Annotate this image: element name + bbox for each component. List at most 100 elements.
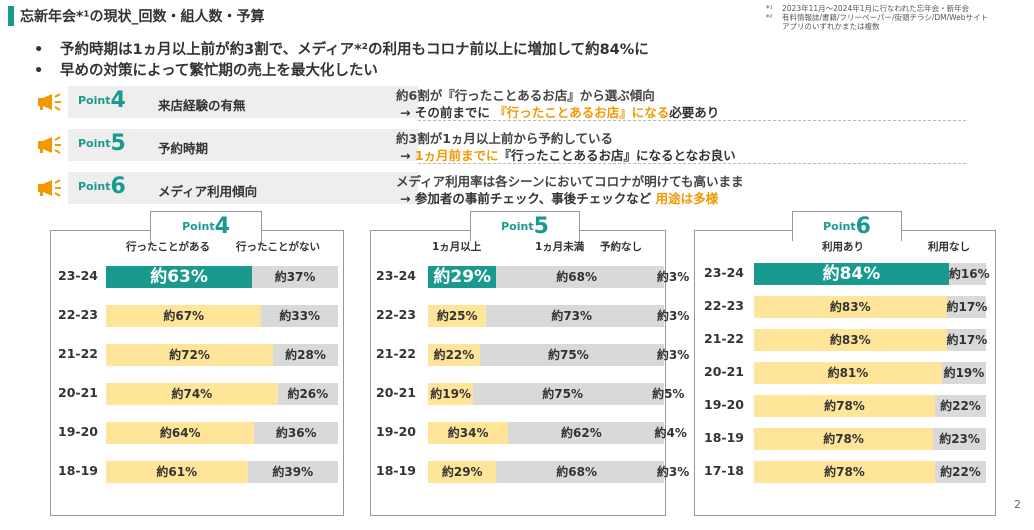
footnote-mark: *² [766,13,773,22]
footnotes: *¹ 2023年11月～2024年1月に行なわれた忘年会・新年会 *² 有料情報誌/… [766,4,988,31]
chart-title-tab: Point5 [470,211,580,241]
y-tick-label: 23-24 [704,265,744,280]
point-row-5: Point5 予約時期 約3割が1ヵ月以上前から予約している → 1ヵ月前までに『行っ… [36,127,966,164]
point-desc-line1: メディア利用率は各シーンにおいてコロナが明けても高いまま [396,174,744,189]
y-tick-label: 22-23 [376,307,416,322]
point-desc-highlight: 『行ったことあるお店』になる [494,105,670,120]
point-badge: Point6 [78,174,126,199]
bar-segment-0: 約81% [754,362,942,384]
title-accent-bar [8,6,14,26]
bar-segment-0: 約83% [754,329,947,351]
chart-title-tab: Point6 [792,211,902,241]
point-label: 予約時期 [158,141,209,156]
point-row-6: Point6 メディア利用傾向 メディア利用率は各シーンにおいてコロナが明けても高い… [36,170,966,206]
point-desc-highlight: 1ヵ月前までに [414,148,499,163]
y-tick-label: 18-19 [58,463,98,478]
point-desc-line1: 約6割が『行ったことあるお店』から選ぶ傾向 [396,88,655,103]
footnote-text: アプリのいずれかまたは複数 [782,22,880,31]
legend-label: 予約なし [600,241,642,253]
y-tick-label: 22-23 [704,298,744,313]
point-prefix: Point [78,137,111,150]
bullet-text: 早めの対策によって繁忙期の売上を最大化したい [60,63,378,79]
bullet-dot: • [34,42,44,58]
dashed-divider [418,120,966,121]
bar-segment-0: 約63% [106,266,253,288]
bullet-text: 予約時期は1ヵ月以上前が約3割で、メディア*²の利用もコロナ前以上に増加して約8… [60,42,649,58]
chart-title-number: 5 [533,214,549,239]
y-tick-label: 23-24 [376,268,416,283]
bar-segment-0: 約19% [428,383,474,405]
bar-segment-1: 約73% [486,305,657,327]
bar-segment-1: 約16% [948,263,990,285]
bar-segment-1: 約75% [479,344,657,366]
point-number: 4 [110,88,126,113]
footnote-text: 2023年11月～2024年1月に行なわれた忘年会・新年会 [782,4,970,13]
footnote-3: アプリのいずれかまたは複数 [766,22,988,31]
point-prefix: Point [78,180,111,193]
bullet-1: • 予約時期は1ヵ月以上前が約3割で、メディア*²の利用もコロナ前以上に増加して約… [34,38,649,59]
point-label-bg [68,129,418,161]
footnote-1: *¹ 2023年11月～2024年1月に行なわれた忘年会・新年会 [766,4,988,13]
point-badge: Point5 [78,131,126,156]
chart-title-tab: Point4 [150,211,262,241]
bar-segment-1: 約17% [946,296,987,318]
y-tick-label: 19-20 [704,397,744,412]
y-tick-label: 22-23 [58,307,98,322]
y-tick-label: 21-22 [376,346,416,361]
legend-label: 利用あり [822,241,864,253]
bar-segment-0: 約22% [428,344,480,366]
point-desc-line1: 約3割が1ヵ月以上前から予約している [396,131,614,146]
bar-segment-0: 約64% [106,422,255,444]
bar-segment-0: 約78% [754,428,934,450]
bar-segment-0: 約29% [428,461,497,483]
bullet-dot: • [34,63,44,79]
point-label-bg [68,86,418,118]
bar-segment-2: 約3% [656,344,689,366]
bar-segment-1: 約22% [934,461,986,483]
y-tick-label: 19-20 [376,424,416,439]
bar-segment-2: 約3% [656,305,689,327]
bullet-2: • 早めの対策によって繁忙期の売上を最大化したい [34,59,378,80]
point-desc-text: → [400,148,411,163]
bar-segment-1: 約22% [934,395,986,417]
y-tick-label: 20-21 [58,385,98,400]
chart-title-prefix: Point [182,220,215,233]
point-desc-text: 『行ったことあるお店』になるとなお良い [498,148,736,163]
point-label: メディア利用傾向 [158,184,258,199]
y-tick-label: 17-18 [704,463,744,478]
bar-segment-1: 約23% [933,428,986,450]
megaphone-icon [36,179,62,197]
point-number: 6 [110,174,126,199]
bar-segment-0: 約78% [754,461,935,483]
point-desc-line2: → 1ヵ月前までに『行ったことあるお店』になるとなお良い [400,145,736,164]
bar-segment-1: 約17% [946,329,987,351]
bar-segment-0: 約83% [754,296,947,318]
megaphone-icon [36,93,62,111]
bar-segment-2: 約5% [652,383,684,405]
bar-segment-0: 約25% [428,305,487,327]
y-tick-label: 20-21 [704,364,744,379]
bar-segment-1: 約28% [273,344,338,366]
point-desc-highlight: 用途は多様 [655,191,719,206]
bar-segment-0: 約29% [428,266,497,288]
bar-segment-1: 約33% [261,305,338,327]
y-tick-label: 21-22 [58,346,98,361]
bar-segment-1: 約19% [941,362,986,384]
point-label: 来店経験の有無 [158,98,246,113]
bar-segment-0: 約74% [106,383,278,405]
point-desc-text: → その前までに [400,105,490,120]
chart-title-number: 4 [214,214,230,239]
bar-segment-1: 約75% [473,383,653,405]
point-prefix: Point [78,94,111,107]
chart-title-prefix: Point [823,220,856,233]
bar-segment-2: 約3% [656,461,689,483]
point-badge: Point4 [78,88,126,113]
legend-label: 1ヵ月以上 [432,241,482,253]
y-tick-label: 23-24 [58,268,98,283]
bar-segment-0: 約67% [106,305,262,327]
y-tick-label: 20-21 [376,385,416,400]
bar-segment-1: 約39% [247,461,338,483]
bar-segment-0: 約34% [428,422,509,444]
point-desc-text: 必要あり [669,105,720,120]
y-tick-label: 18-19 [376,463,416,478]
